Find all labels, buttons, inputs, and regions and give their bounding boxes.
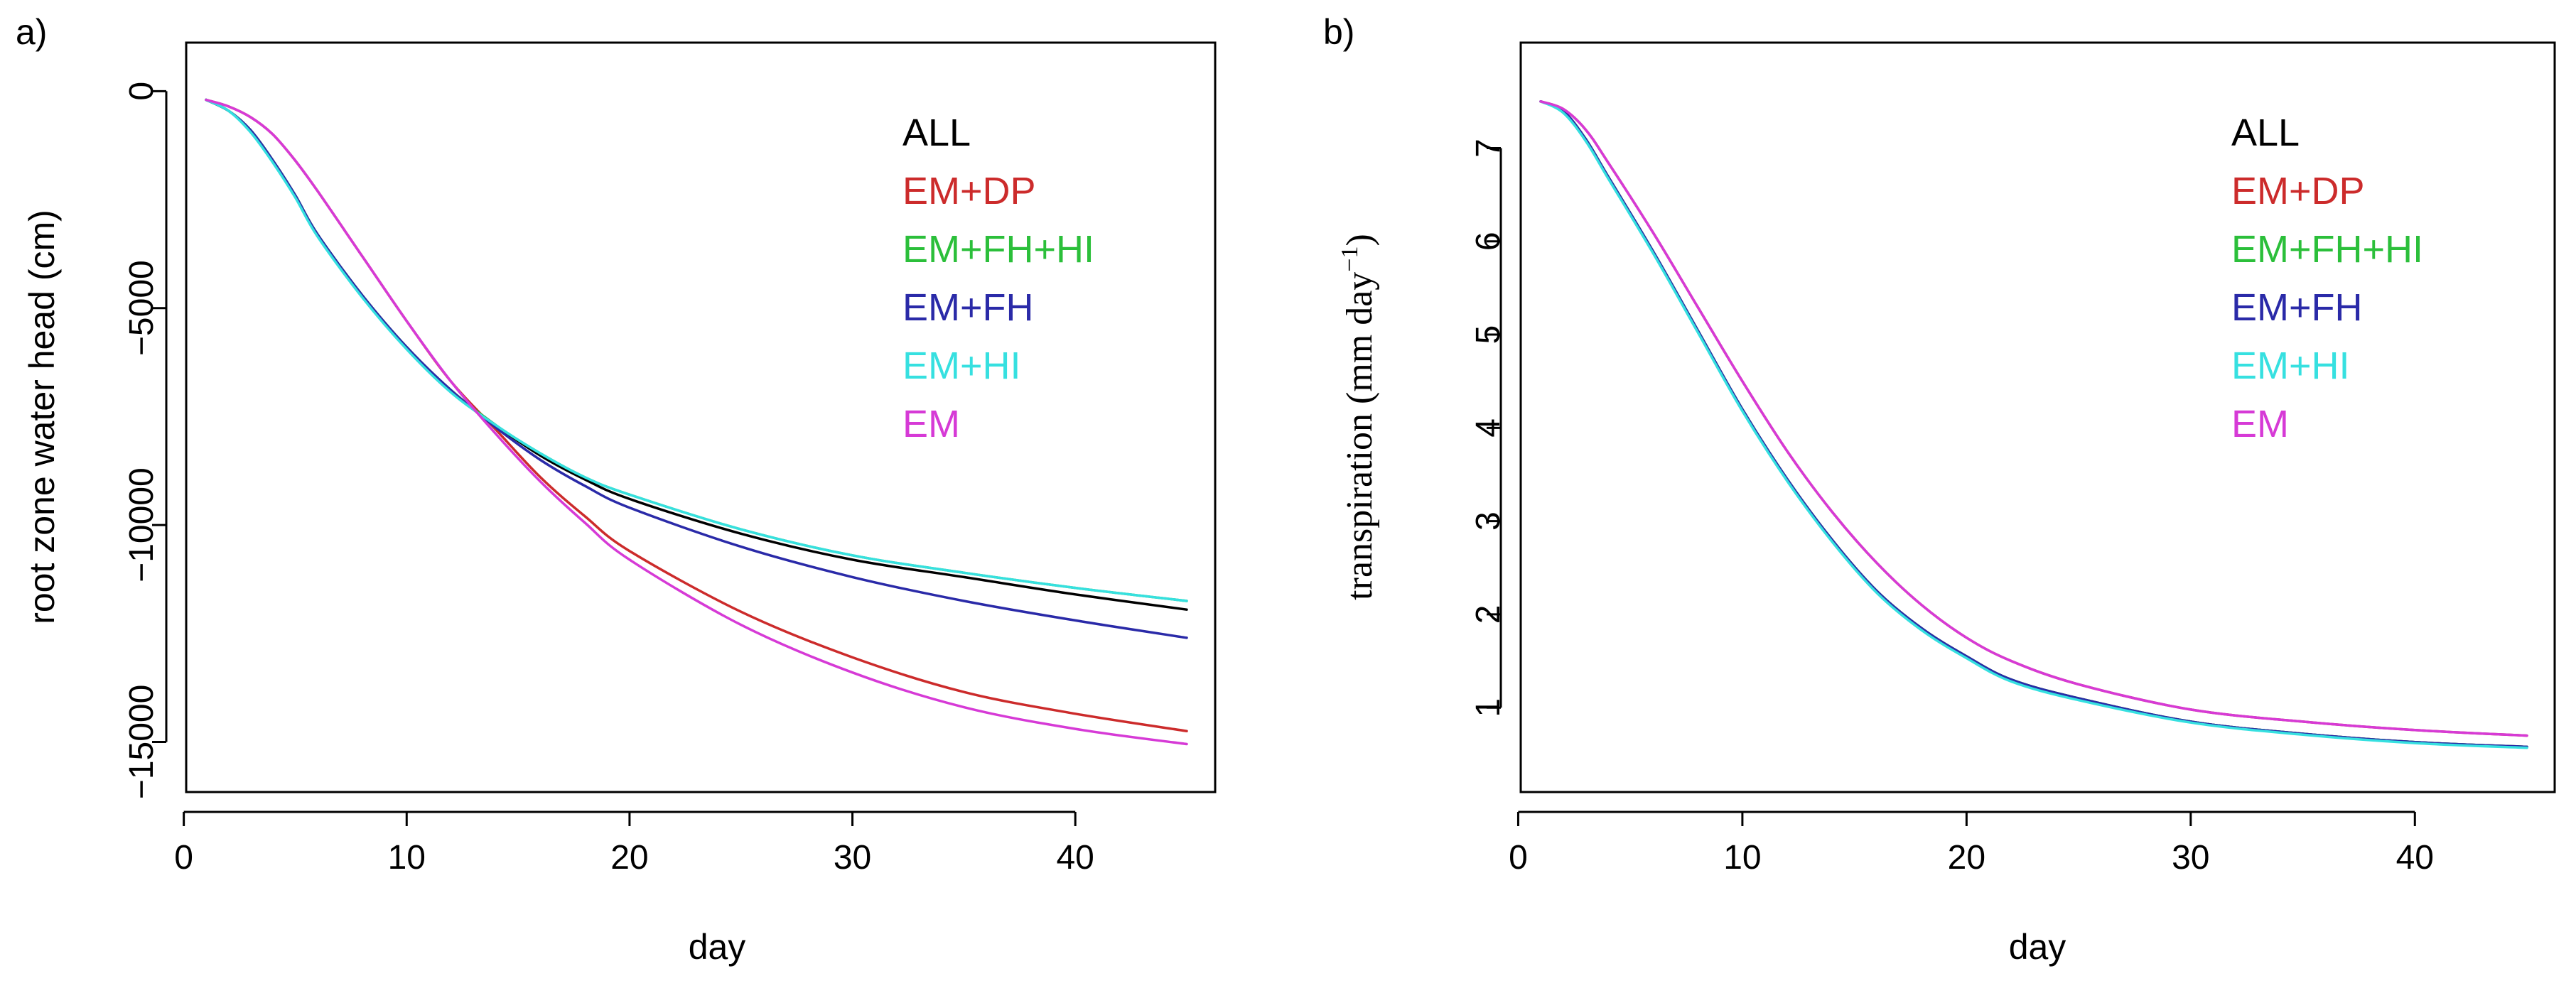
panel-a-x-axis-title: day: [689, 927, 746, 967]
panel-a-legend-entry-all: ALL: [902, 112, 971, 154]
panel-b-y-tick-label: 4: [1470, 418, 1507, 438]
panel-b-legend-entry-em-hi: EM+HI: [2231, 345, 2350, 387]
panel-b-x-axis: 0 10 20 30 40: [1509, 810, 2434, 877]
panel-b-y-tick-label: 1: [1470, 698, 1507, 717]
panel-b-legend-entry-em-fh-hi: EM+FH+HI: [2231, 228, 2423, 271]
panel-b-y-tick-label: 3: [1470, 511, 1507, 531]
panel-a-y-tick-label: −10000: [123, 467, 161, 582]
panel-a-y-tick-label: 0: [123, 82, 161, 101]
panel-a-lines: [205, 98, 1188, 746]
panel-b-y-tick-label: 5: [1470, 325, 1507, 345]
panel-b-series-line-em-hi: [1539, 100, 2528, 749]
panel-b-plot-frame: [1519, 41, 2556, 793]
panel-a-legend: ALL EM+DP EM+FH+HI EM+FH EM+HI EM: [902, 112, 1094, 445]
panel-b-y-tick-label: 6: [1470, 232, 1507, 251]
panel-a-series-line-em-fh-hi: [205, 98, 1188, 602]
panel-b-y-axis-title-main: transpiration (mm day: [1340, 272, 1380, 600]
panel-a-y-axis-title: root zone water head (cm): [22, 210, 62, 624]
panel-a-x-tick-label: 0: [174, 839, 193, 877]
panel-a-y-tick-label: −15000: [123, 685, 161, 800]
panel-b-series-line-em-fh-hi: [1539, 100, 2528, 749]
panel-b-y-tick-label: 2: [1470, 605, 1507, 624]
panel-b-x-axis-title: day: [2009, 927, 2066, 967]
panel-a-legend-entry-em-dp: EM+DP: [902, 170, 1036, 212]
panel-a-x-axis: 0 10 20 30 40: [174, 810, 1094, 877]
panel-b-x-tick-label: 0: [1509, 839, 1528, 877]
panel-b-x-tick-label: 10: [1723, 839, 1761, 877]
panel-a-x-tick-label: 30: [834, 839, 871, 877]
panel-b-legend-entry-em: EM: [2231, 403, 2289, 445]
panel-b-series-line-em-dp: [1539, 100, 2528, 737]
panel-b-y-axis-title: transpiration (mm day−1): [1337, 234, 1380, 600]
panel-b-y-axis-title-suffix: ): [1340, 234, 1380, 246]
panel-b-y-axis-title-superscript: −1: [1337, 246, 1363, 272]
panel-a-series-line-em-dp: [205, 98, 1188, 732]
panel-b-y-tick-label: 7: [1470, 139, 1507, 158]
panel-a-x-tick-label: 10: [388, 839, 426, 877]
panel-b-legend: ALL EM+DP EM+FH+HI EM+FH EM+HI EM: [2231, 112, 2423, 445]
panel-b-lines: [1539, 100, 2528, 749]
panel-a-series-line-em-fh: [205, 98, 1188, 639]
panel-a-legend-entry-em-fh-hi: EM+FH+HI: [902, 228, 1094, 271]
panel-a-x-tick-label: 20: [610, 839, 648, 877]
panel-a-series-line-em-hi: [205, 98, 1188, 602]
panel-b: b) 0 10 20 30 40 1 2 3 4 5 6 7 ALL EM+DP EM+FH+HI EM+…: [1323, 12, 2556, 967]
panel-a-series-line-em: [205, 98, 1188, 746]
panel-b-legend-entry-all: ALL: [2231, 112, 2300, 154]
panel-a-legend-entry-em-hi: EM+HI: [902, 345, 1021, 387]
panel-a-y-tick-label: −5000: [123, 260, 161, 356]
panel-b-x-tick-label: 30: [2172, 839, 2209, 877]
panel-a-plot-frame: [185, 41, 1217, 793]
panel-b-y-axis: 1 2 3 4 5 6 7: [1470, 139, 1507, 717]
panel-b-series-line-em: [1539, 100, 2528, 737]
panel-a-y-axis: 0 −5000 −10000 −15000: [123, 82, 168, 800]
panel-b-legend-entry-em-dp: EM+DP: [2231, 170, 2365, 212]
panel-a-label: a): [16, 12, 47, 52]
panel-b-series-line-em-fh: [1539, 100, 2528, 749]
panel-a-legend-entry-em: EM: [902, 403, 960, 445]
panel-b-x-tick-label: 40: [2396, 839, 2434, 877]
panel-a-legend-entry-em-fh: EM+FH: [902, 286, 1034, 329]
panel-a: a) 0 10 20 30 40 0 −5000 −10000 −15000 ALL EM+DP…: [16, 12, 1217, 967]
panel-a-x-tick-label: 40: [1056, 839, 1094, 877]
panel-b-label: b): [1323, 12, 1354, 52]
panel-b-legend-entry-em-fh: EM+FH: [2231, 286, 2363, 329]
panel-b-series-line-all: [1539, 100, 2528, 749]
panel-b-x-tick-label: 20: [1948, 839, 1985, 877]
